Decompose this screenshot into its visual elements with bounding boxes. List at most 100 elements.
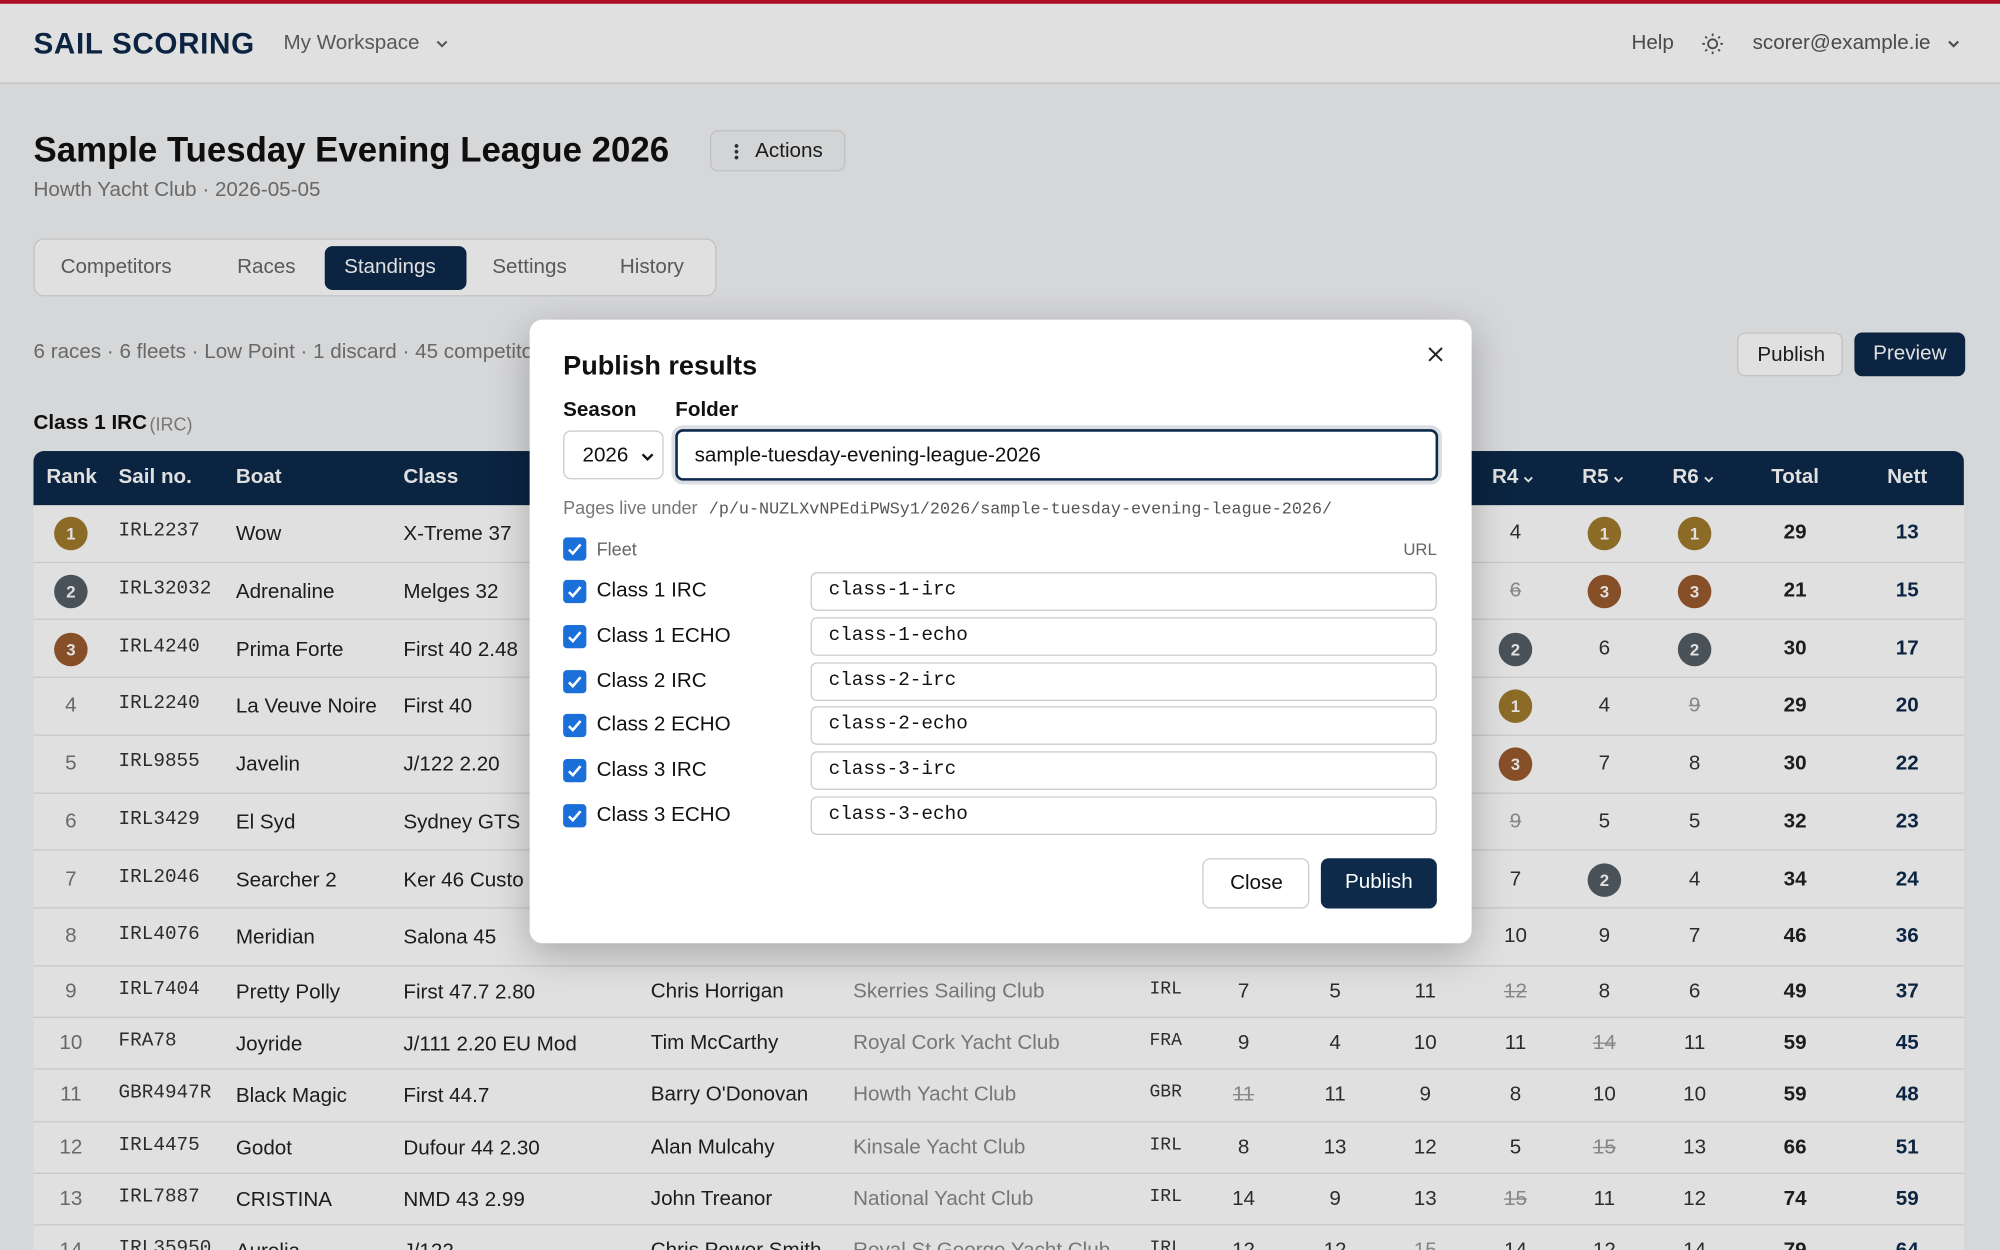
column-header[interactable]: R6 <box>1672 466 1699 489</box>
publish-button[interactable]: Publish <box>1737 332 1843 377</box>
race-badge <box>1677 574 1712 609</box>
checkbox[interactable] <box>563 759 587 783</box>
column-header[interactable]: Total <box>1771 466 1819 489</box>
tab-bar: Competitors Races Standings Settings History <box>33 238 717 297</box>
tab-active-bg[interactable] <box>324 246 467 290</box>
race-score: 1 <box>1510 697 1521 717</box>
chevron <box>1523 476 1533 483</box>
race-score: 12 <box>1232 1241 1255 1250</box>
row-divider <box>33 964 1964 966</box>
tab[interactable]: Competitors <box>60 256 172 279</box>
boat: El Syd <box>235 811 296 834</box>
class: Ker 46 Custo <box>403 869 524 892</box>
event-title: Sample Tuesday Evening League 2026 <box>33 130 670 170</box>
url-value: class-3-irc <box>828 758 957 781</box>
race-score: 6 <box>1688 980 1701 1003</box>
class: J/122 2.20 <box>403 754 500 776</box>
tab[interactable]: Races <box>237 256 296 279</box>
class: J/122 <box>403 1242 453 1250</box>
url-input[interactable]: class-1-irc <box>810 572 1437 611</box>
rank: 10 <box>59 1032 83 1055</box>
workspace-menu[interactable]: My Workspace <box>283 32 420 55</box>
rank-badge <box>54 517 88 551</box>
publish-confirm-button[interactable]: Publish <box>1320 858 1437 909</box>
checkbox[interactable] <box>563 804 587 828</box>
race-score: 8 <box>1237 1136 1250 1159</box>
theme-icon[interactable] <box>1701 32 1724 55</box>
race-badge <box>1587 574 1622 609</box>
race-score: 1 <box>1599 524 1610 544</box>
helm: Alan Mulcahy <box>650 1136 775 1159</box>
check-mark <box>568 675 582 688</box>
race-score: 2 <box>1510 639 1521 659</box>
sail-number: FRA78 <box>118 1030 177 1053</box>
column-header[interactable]: R4 <box>1491 466 1519 489</box>
total: 29 <box>1783 695 1807 718</box>
publish-confirm-label: Publish <box>1345 871 1413 894</box>
column-header[interactable]: R5 <box>1582 466 1609 489</box>
race-score: 7 <box>1509 867 1522 890</box>
race-score: 2 <box>1599 869 1610 890</box>
column-header[interactable]: Nett <box>1887 466 1928 489</box>
rank: 6 <box>65 810 77 833</box>
rank: 8 <box>65 925 77 948</box>
nett: 17 <box>1895 637 1919 660</box>
race-score-discarded: 6 <box>1509 579 1522 602</box>
url-input[interactable]: class-2-echo <box>810 706 1437 746</box>
preview-button[interactable]: Preview <box>1854 332 1966 377</box>
help-link[interactable]: Help <box>1631 32 1674 55</box>
url-input[interactable]: class-3-echo <box>810 796 1437 836</box>
race-score: 4 <box>1598 695 1611 718</box>
url-input[interactable]: class-3-irc <box>810 751 1437 791</box>
total: 59 <box>1783 1084 1807 1107</box>
helm: Chris Horrigan <box>650 980 784 1003</box>
race-score: 3 <box>1510 754 1521 775</box>
race-badge <box>1677 517 1712 551</box>
nett: 64 <box>1896 1241 1919 1250</box>
checkbox[interactable] <box>563 537 587 561</box>
section-title: Class 1 IRC <box>33 412 147 435</box>
tab[interactable]: History <box>619 256 684 279</box>
user-menu[interactable]: scorer@example.ie <box>1752 32 1931 55</box>
sail-number: IRL32032 <box>118 578 212 600</box>
race-score: 10 <box>1413 1032 1437 1055</box>
nett: 45 <box>1895 1032 1919 1055</box>
sail-number: IRL2237 <box>118 520 200 543</box>
checkbox[interactable] <box>563 714 587 738</box>
url-input[interactable]: class-2-irc <box>810 661 1437 701</box>
checkbox[interactable] <box>563 579 587 604</box>
race-score: 9 <box>1237 1032 1250 1055</box>
race-score-discarded: 11 <box>1232 1084 1255 1107</box>
publish-dialog: Publish results Season Folder 2026 sample-tu… <box>529 319 1472 944</box>
race-score: 13 <box>1683 1136 1707 1159</box>
race-score: 9 <box>1329 1188 1341 1210</box>
folder-input[interactable]: sample-tuesday-evening-league-2026 <box>675 429 1439 481</box>
nett: 36 <box>1895 925 1919 948</box>
close-icon[interactable] <box>1428 347 1443 362</box>
nationality: IRL <box>1149 1134 1182 1156</box>
checkbox[interactable] <box>563 624 587 648</box>
url-input[interactable]: class-1-echo <box>810 617 1437 656</box>
class: NMD 43 2.99 <box>403 1189 525 1212</box>
rank: 9 <box>65 980 77 1003</box>
fleet-name: Class 1 IRC <box>596 579 707 602</box>
season-select[interactable]: 2026 <box>563 430 664 480</box>
close-button[interactable]: Close <box>1202 858 1310 909</box>
column-header: Sail no. <box>118 466 192 489</box>
path-hint: Pages live under <box>563 497 698 519</box>
class: First 47.7 2.80 <box>403 981 536 1004</box>
class: First 40 2.48 <box>403 638 518 661</box>
actions-button[interactable]: Actions <box>710 130 846 172</box>
tab[interactable]: Standings <box>344 256 436 279</box>
checkbox[interactable] <box>563 669 587 693</box>
chevron <box>641 452 654 461</box>
nett: 20 <box>1895 695 1919 718</box>
boat: Adrenaline <box>235 581 335 604</box>
race-score: 4 <box>1688 867 1701 890</box>
race-score: 11 <box>1593 1188 1616 1210</box>
race-badge <box>1498 689 1533 724</box>
actions-label: Actions <box>755 140 823 163</box>
boat: CRISTINA <box>235 1189 333 1212</box>
race-score: 14 <box>1504 1241 1527 1250</box>
tab[interactable]: Settings <box>492 256 567 279</box>
